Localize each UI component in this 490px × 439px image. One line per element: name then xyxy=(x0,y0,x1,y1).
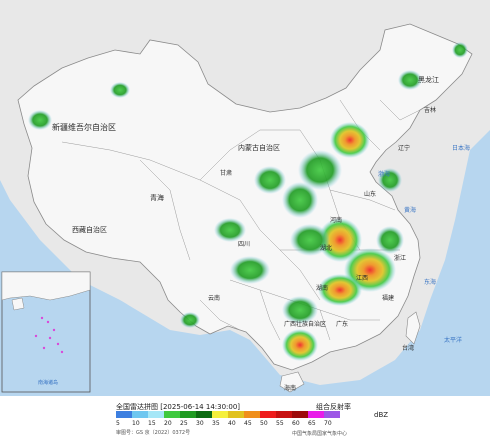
legend-tick-label: 45 xyxy=(244,420,252,427)
label-liaoning: 辽宁 xyxy=(398,144,410,152)
legend-tick-label: 25 xyxy=(180,420,188,427)
legend-tick-label: 50 xyxy=(260,420,268,427)
label-hunan: 湖南 xyxy=(316,284,328,292)
label-fujian: 福建 xyxy=(382,294,394,302)
label-neimenggu: 内蒙古自治区 xyxy=(238,143,280,152)
legend-swatch xyxy=(308,411,324,418)
legend-swatch xyxy=(276,411,292,418)
label-jilin: 吉林 xyxy=(424,106,436,114)
label-taipingyang: 太平洋 xyxy=(444,336,462,344)
label-ribenhai: 日本海 xyxy=(452,144,470,152)
label-shandong: 山东 xyxy=(364,190,376,198)
label-bohai: 渤海 xyxy=(378,170,390,178)
south-china-sea-inset: 南海诸岛 xyxy=(1,271,91,393)
legend-swatch xyxy=(180,411,196,418)
legend-swatch xyxy=(196,411,212,418)
label-heilongjiang: 黑龙江 xyxy=(418,75,439,84)
legend-swatch xyxy=(324,411,340,418)
label-gansu: 甘肃 xyxy=(220,169,232,177)
legend-swatch xyxy=(228,411,244,418)
label-zhejiang: 浙江 xyxy=(394,254,406,262)
label-donghai: 东海 xyxy=(424,278,436,286)
legend-tick-label: 15 xyxy=(148,420,156,427)
legend-tick-label: 70 xyxy=(324,420,332,427)
legend-tick-label: 20 xyxy=(164,420,172,427)
label-nanhai-zhudao: 南海诸岛 xyxy=(38,379,58,386)
legend-tick-label: 65 xyxy=(308,420,316,427)
legend-swatch xyxy=(292,411,308,418)
legend-tick-label: 55 xyxy=(276,420,284,427)
legend-tick-label: 5 xyxy=(116,420,120,427)
label-yunnan: 云南 xyxy=(208,294,220,302)
label-sichuan: 四川 xyxy=(238,241,250,248)
label-huanghai: 黄海 xyxy=(404,206,416,214)
label-henan: 河南 xyxy=(330,216,342,224)
legend-swatch xyxy=(148,411,164,418)
legend-tick-label: 60 xyxy=(292,420,300,427)
label-jiangxi: 江西 xyxy=(356,275,368,282)
legend-tick-label: 35 xyxy=(212,420,220,427)
legend-tick-label: 10 xyxy=(132,420,140,427)
label-xizang: 西藏自治区 xyxy=(72,225,107,234)
label-guangdong: 广东 xyxy=(336,320,348,328)
label-hubei: 湖北 xyxy=(320,244,332,252)
legend-unit: dBZ xyxy=(374,411,389,419)
china-radar-map: 新疆维吾尔自治区 西藏自治区 青海 甘肃 内蒙古自治区 黑龙江 吉林 辽宁 四川… xyxy=(0,0,490,396)
label-qinghai: 青海 xyxy=(150,193,164,202)
hainan-island xyxy=(279,371,305,393)
label-guangxi: 广西壮族自治区 xyxy=(284,320,326,328)
legend-color-scale xyxy=(116,411,340,418)
legend-swatch xyxy=(164,411,180,418)
map-labels: 新疆维吾尔自治区 西藏自治区 青海 甘肃 内蒙古自治区 黑龙江 吉林 辽宁 四川… xyxy=(52,75,439,392)
legend-product: 组合反射率 xyxy=(316,403,351,411)
legend-swatch xyxy=(260,411,276,418)
legend-swatch xyxy=(132,411,148,418)
legend-tick-label: 40 xyxy=(228,420,236,427)
legend-swatch xyxy=(212,411,228,418)
label-hainan: 海南 xyxy=(284,384,296,392)
issuing-agency: 中国气象局国家气象中心 xyxy=(292,431,348,437)
taiwan-island xyxy=(405,311,421,345)
label-xinjiang: 新疆维吾尔自治区 xyxy=(52,122,116,132)
legend-swatch xyxy=(244,411,260,418)
radar-echoes xyxy=(10,42,468,361)
legend-ticks: 5 10 15 20 25 30 35 40 45 50 55 60 65 70 xyxy=(116,420,340,427)
legend-tick-label: 30 xyxy=(196,420,204,427)
legend-title: 全国雷达拼图 [2025-06-14 14:30:00] xyxy=(116,403,241,411)
label-taiwan: 台湾 xyxy=(402,344,414,352)
map-approval-number: 审图号：GS 京（2022）0372号 xyxy=(116,430,191,436)
sea-labels: 渤海 黄海 东海 太平洋 日本海 xyxy=(378,144,470,344)
legend-swatch xyxy=(116,411,132,418)
